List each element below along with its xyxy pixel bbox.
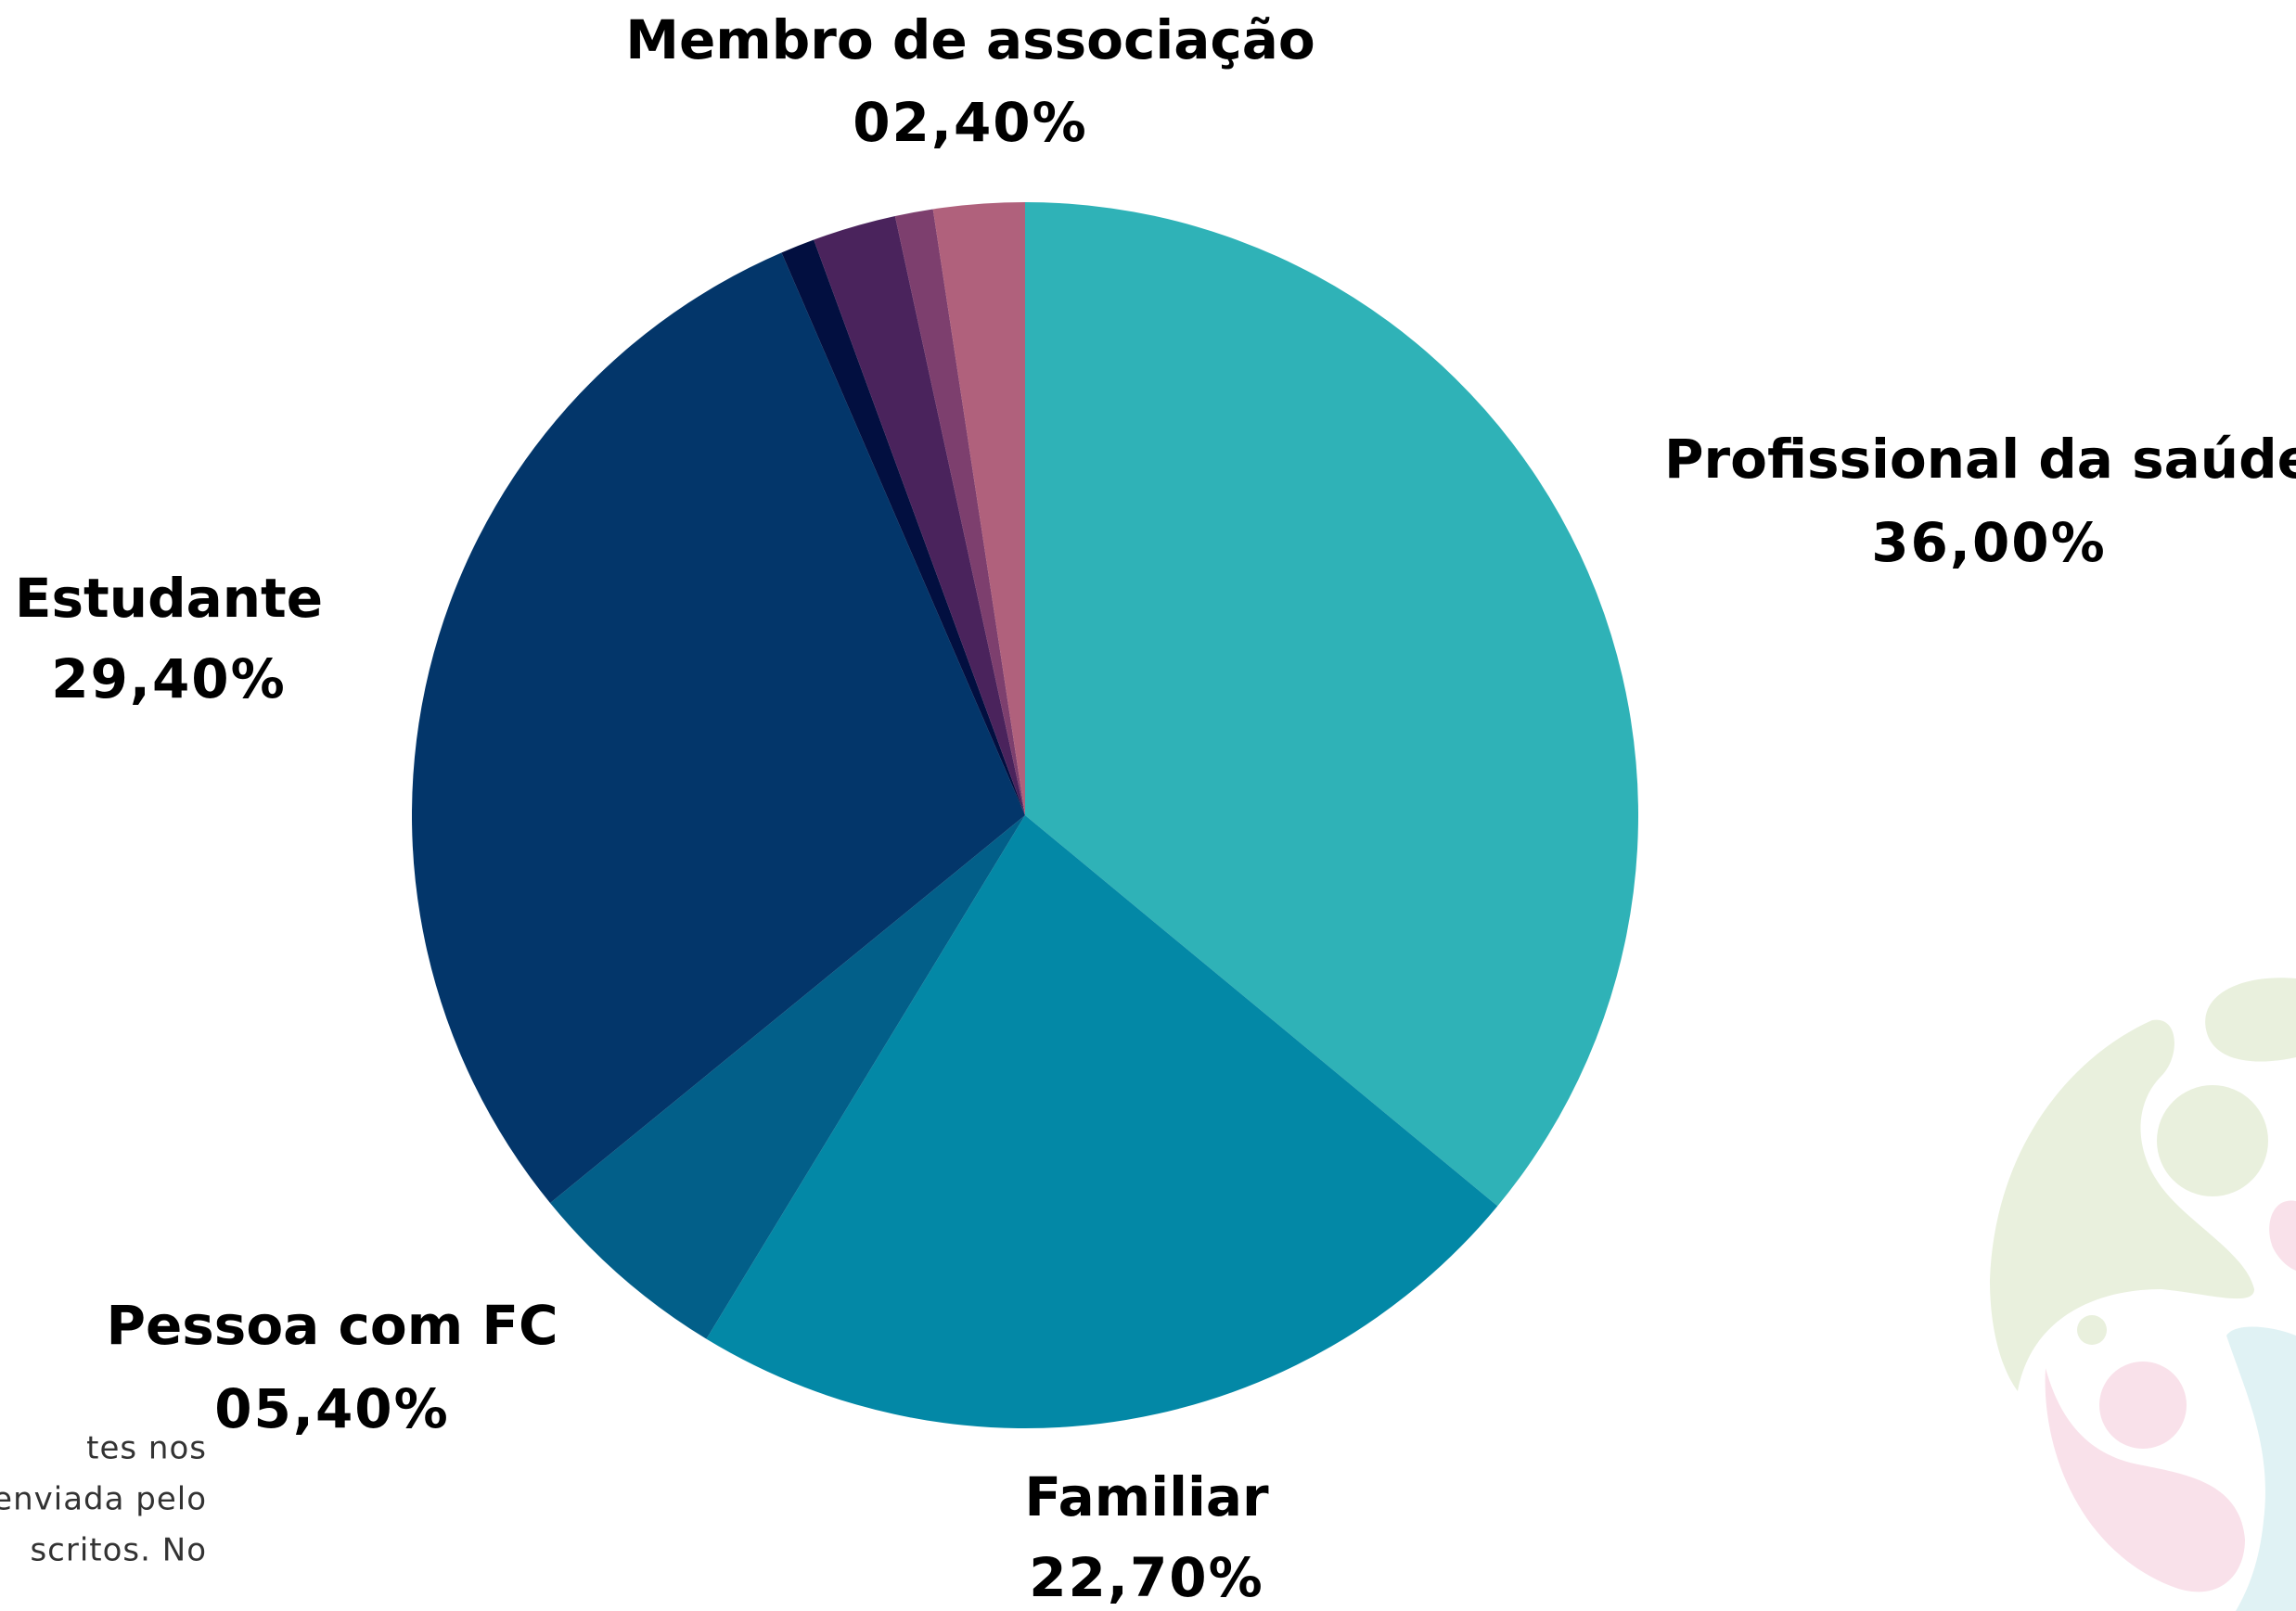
chart: Profissional da saúde 36,00% Familiar 22,70… [0, 0, 2296, 1611]
slice-label: Estudante [15, 567, 323, 630]
note-line: tes nos [86, 1430, 207, 1467]
slice-value-label: 36,00% [1871, 511, 2107, 574]
slice-label: Pessoa com FC [106, 1294, 558, 1357]
slice-value-label: 22,70% [1029, 1546, 1264, 1609]
slice-label: Familiar [1024, 1465, 1269, 1528]
logo-decoration [1990, 978, 2296, 1611]
slice-label: Membro de associação [625, 8, 1315, 71]
pie [412, 202, 1638, 1428]
note-line: scritos. No [30, 1532, 207, 1569]
slice-value-label: 29,40% [51, 647, 287, 710]
note: tes nos enviada pelo scritos. No [0, 1430, 207, 1569]
slice-label: Profissional da saúde [1664, 428, 2296, 491]
slice-value-label: 02,40% [853, 91, 1088, 154]
slice-value-label: 05,40% [214, 1377, 450, 1440]
note-line: enviada pelo [0, 1481, 207, 1518]
